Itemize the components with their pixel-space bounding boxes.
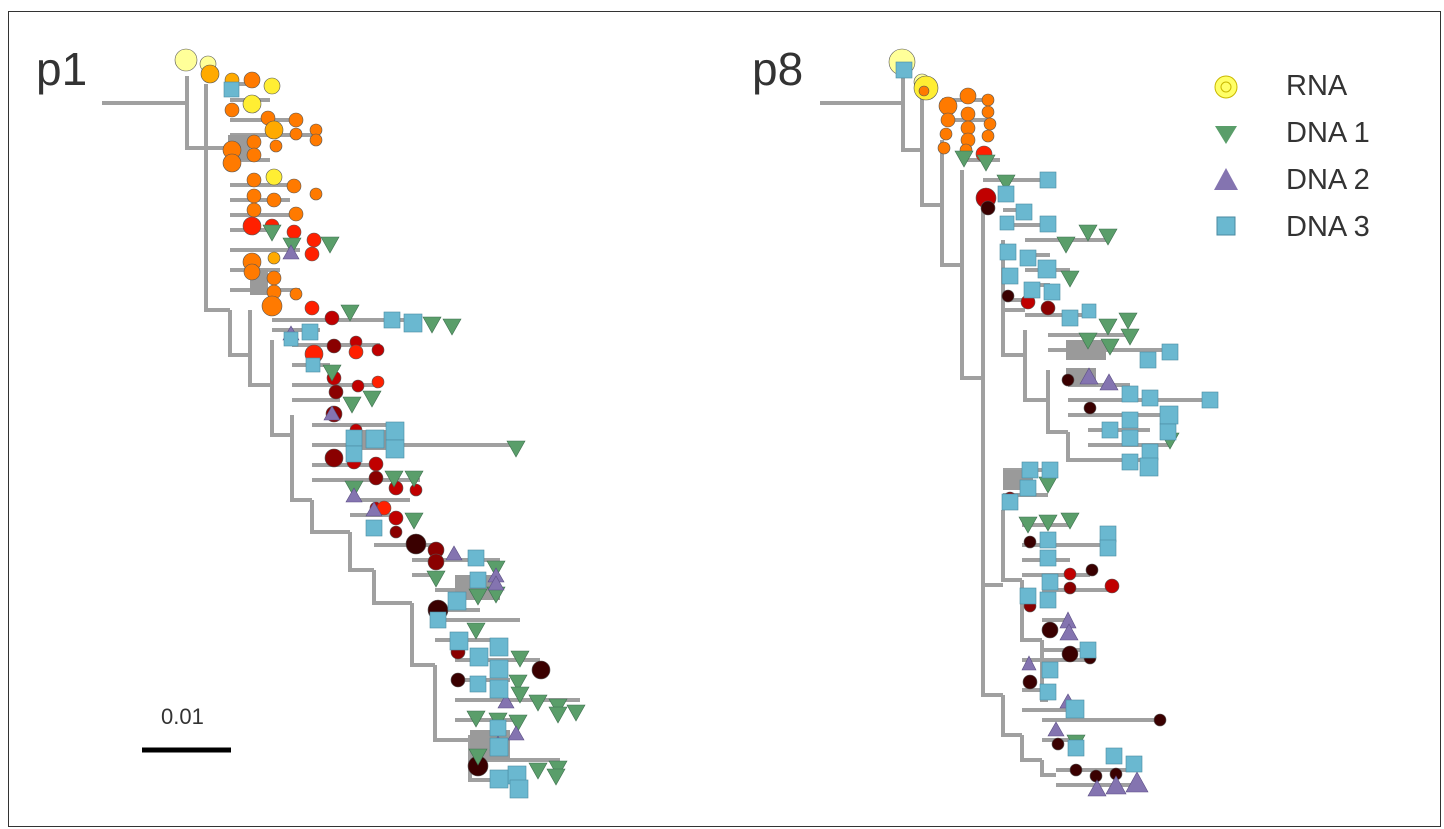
p8-dna3-points: [895, 61, 1219, 773]
legend-rna-icon: [1214, 75, 1238, 99]
tree-p8: [820, 70, 1215, 787]
panel-label-p8: p8: [752, 43, 804, 95]
legend-symbols: [1214, 75, 1238, 236]
figure-frame: [8, 11, 1441, 827]
legend-label-dna1: DNA 1: [1286, 117, 1370, 149]
legend-label-dna3: DNA 3: [1286, 211, 1370, 243]
legend-dna1-icon: [1215, 126, 1237, 144]
p8-rna-points: [888, 48, 1167, 783]
p1-dna3-points: [223, 81, 529, 799]
panel-label-p1: p1: [36, 43, 88, 95]
scale-bar-label: 0.01: [161, 704, 204, 729]
legend-dna3-icon: [1216, 216, 1236, 236]
p1-rna-points: [174, 48, 551, 777]
legend-label-dna2: DNA 2: [1286, 164, 1370, 196]
legend-label-rna: RNA: [1286, 70, 1348, 102]
legend-dna2-icon: [1214, 168, 1238, 190]
